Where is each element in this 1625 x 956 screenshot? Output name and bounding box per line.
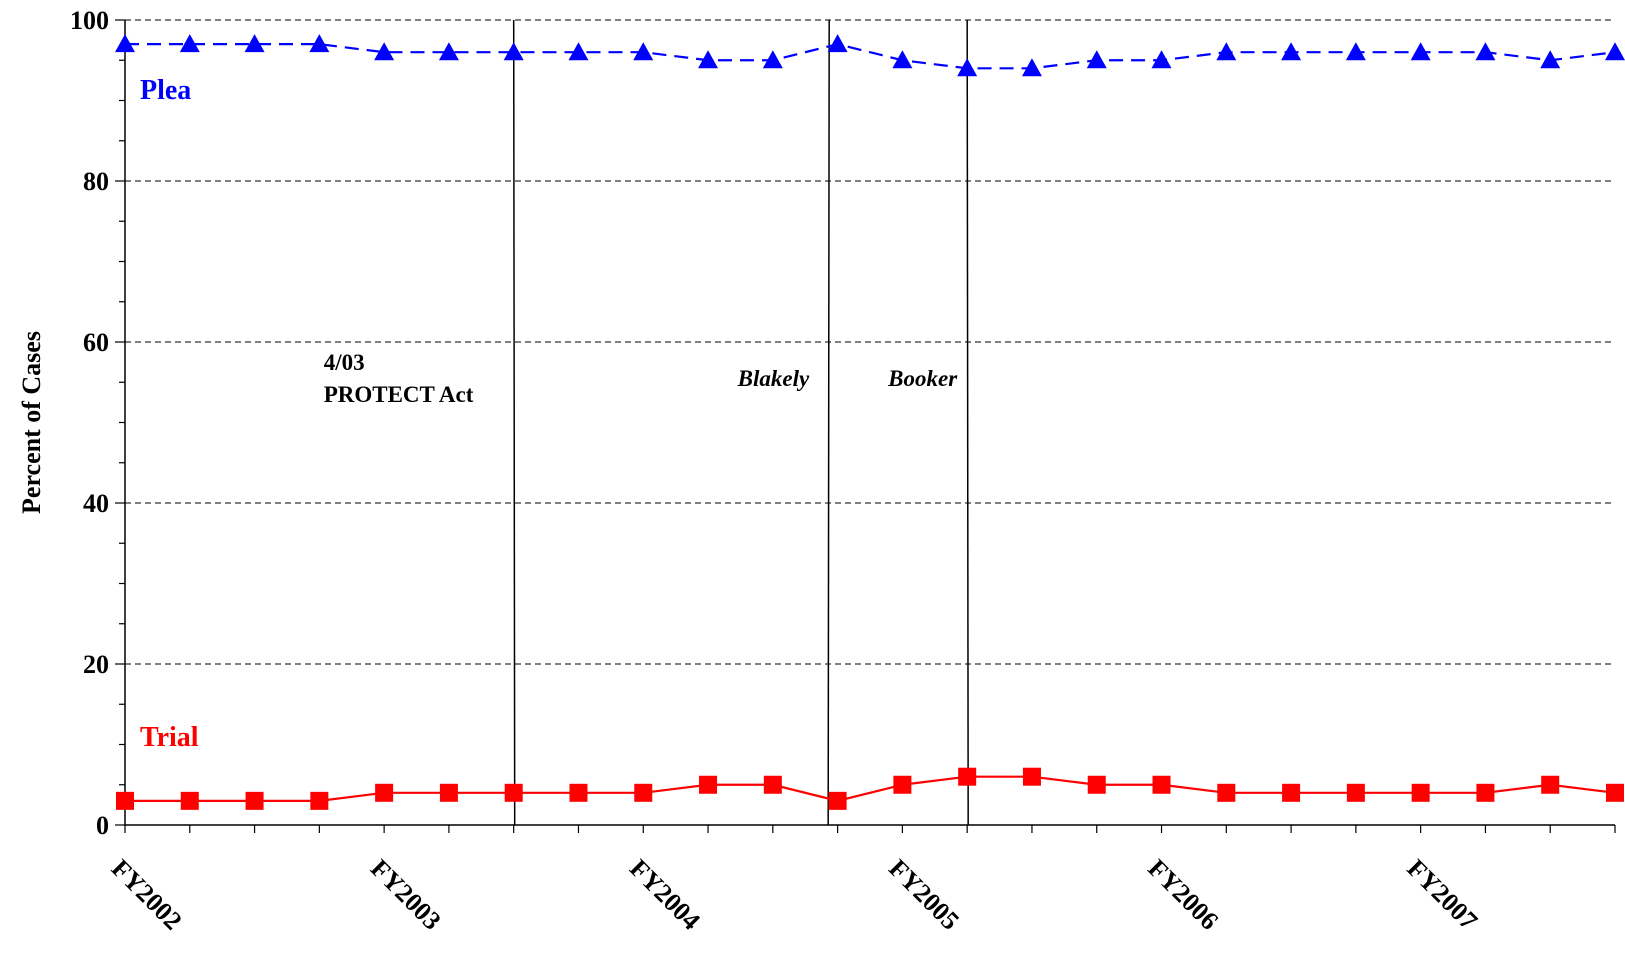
point-trial-0	[116, 791, 134, 810]
point-trial-16	[1152, 775, 1171, 794]
point-trial-3	[310, 791, 329, 810]
gridlines	[125, 19, 1615, 665]
point-trial-21	[1476, 783, 1495, 802]
point-plea-9	[698, 50, 719, 69]
event-line-0	[512, 19, 516, 826]
point-trial-5	[439, 783, 458, 802]
point-plea-13	[957, 58, 978, 77]
y-tick-label-0: 0	[96, 811, 109, 840]
point-trial-6	[504, 783, 523, 802]
point-trial-4	[375, 783, 394, 802]
event-label-1-0: Blakely	[737, 366, 810, 391]
point-plea-3	[309, 34, 330, 53]
event-lines: 4/03 PROTECT Act Blakely Booker	[324, 19, 969, 826]
point-trial-2	[245, 791, 264, 810]
point-plea-2	[244, 34, 265, 53]
point-trial-13	[958, 767, 977, 786]
point-trial-8	[634, 783, 653, 802]
point-plea-11	[827, 34, 848, 53]
y-axis-label: Percent of Cases	[17, 331, 46, 514]
point-plea-1	[179, 34, 200, 53]
point-trial-22	[1541, 775, 1560, 794]
point-plea-4	[374, 42, 395, 61]
point-trial-15	[1087, 775, 1106, 794]
point-plea-17	[1216, 42, 1237, 61]
point-plea-5	[438, 42, 459, 61]
x-tick-label-fy2005: FY2005	[883, 854, 965, 936]
point-plea-23	[1605, 42, 1625, 61]
x-tick-label-fy2004: FY2004	[624, 854, 706, 936]
y-tick-label-40: 40	[83, 489, 109, 518]
point-plea-8	[633, 42, 654, 61]
x-tick-label-fy2007: FY2007	[1401, 854, 1483, 936]
point-plea-15	[1086, 50, 1107, 69]
event-label-0-1: PROTECT Act	[324, 382, 474, 407]
point-trial-7	[569, 783, 588, 802]
y-tick-label-100: 100	[70, 6, 109, 35]
point-trial-12	[893, 775, 912, 794]
point-trial-18	[1282, 783, 1301, 802]
series-layer	[115, 34, 1625, 810]
point-trial-1	[180, 791, 199, 810]
point-trial-11	[828, 791, 847, 810]
point-plea-10	[762, 50, 783, 69]
point-trial-10	[763, 775, 782, 794]
event-label-2-0: Booker	[887, 366, 958, 391]
x-tick-label-fy2006: FY2006	[1142, 854, 1224, 936]
point-plea-20	[1410, 42, 1431, 61]
point-plea-21	[1475, 42, 1496, 61]
series-label-plea: Plea	[140, 75, 191, 106]
series-line-trial	[125, 775, 1616, 802]
point-plea-14	[1021, 58, 1042, 77]
point-trial-17	[1217, 783, 1236, 802]
point-trial-14	[1022, 767, 1041, 786]
point-plea-19	[1345, 42, 1366, 61]
point-plea-7	[568, 42, 589, 61]
event-line-2	[966, 19, 969, 826]
point-trial-23	[1606, 783, 1624, 802]
point-trial-19	[1346, 783, 1365, 802]
labels-layer: Plea Trial	[140, 75, 199, 753]
point-trial-9	[699, 775, 718, 794]
series-label-trial: Trial	[140, 722, 199, 753]
point-plea-0	[115, 34, 135, 53]
series-line-plea	[125, 43, 1616, 70]
point-plea-12	[892, 50, 913, 69]
point-trial-20	[1411, 783, 1430, 802]
event-line-1	[827, 19, 830, 826]
y-tick-label-60: 60	[83, 328, 109, 357]
point-plea-16	[1151, 50, 1172, 69]
event-label-0-0: 4/03	[324, 350, 365, 375]
point-plea-18	[1281, 42, 1302, 61]
x-tick-label-fy2003: FY2003	[365, 854, 447, 936]
point-plea-22	[1540, 50, 1561, 69]
y-tick-label-20: 20	[83, 650, 109, 679]
point-plea-6	[503, 42, 524, 61]
x-tick-label-fy2002: FY2002	[106, 854, 188, 936]
y-tick-label-80: 80	[83, 167, 109, 196]
